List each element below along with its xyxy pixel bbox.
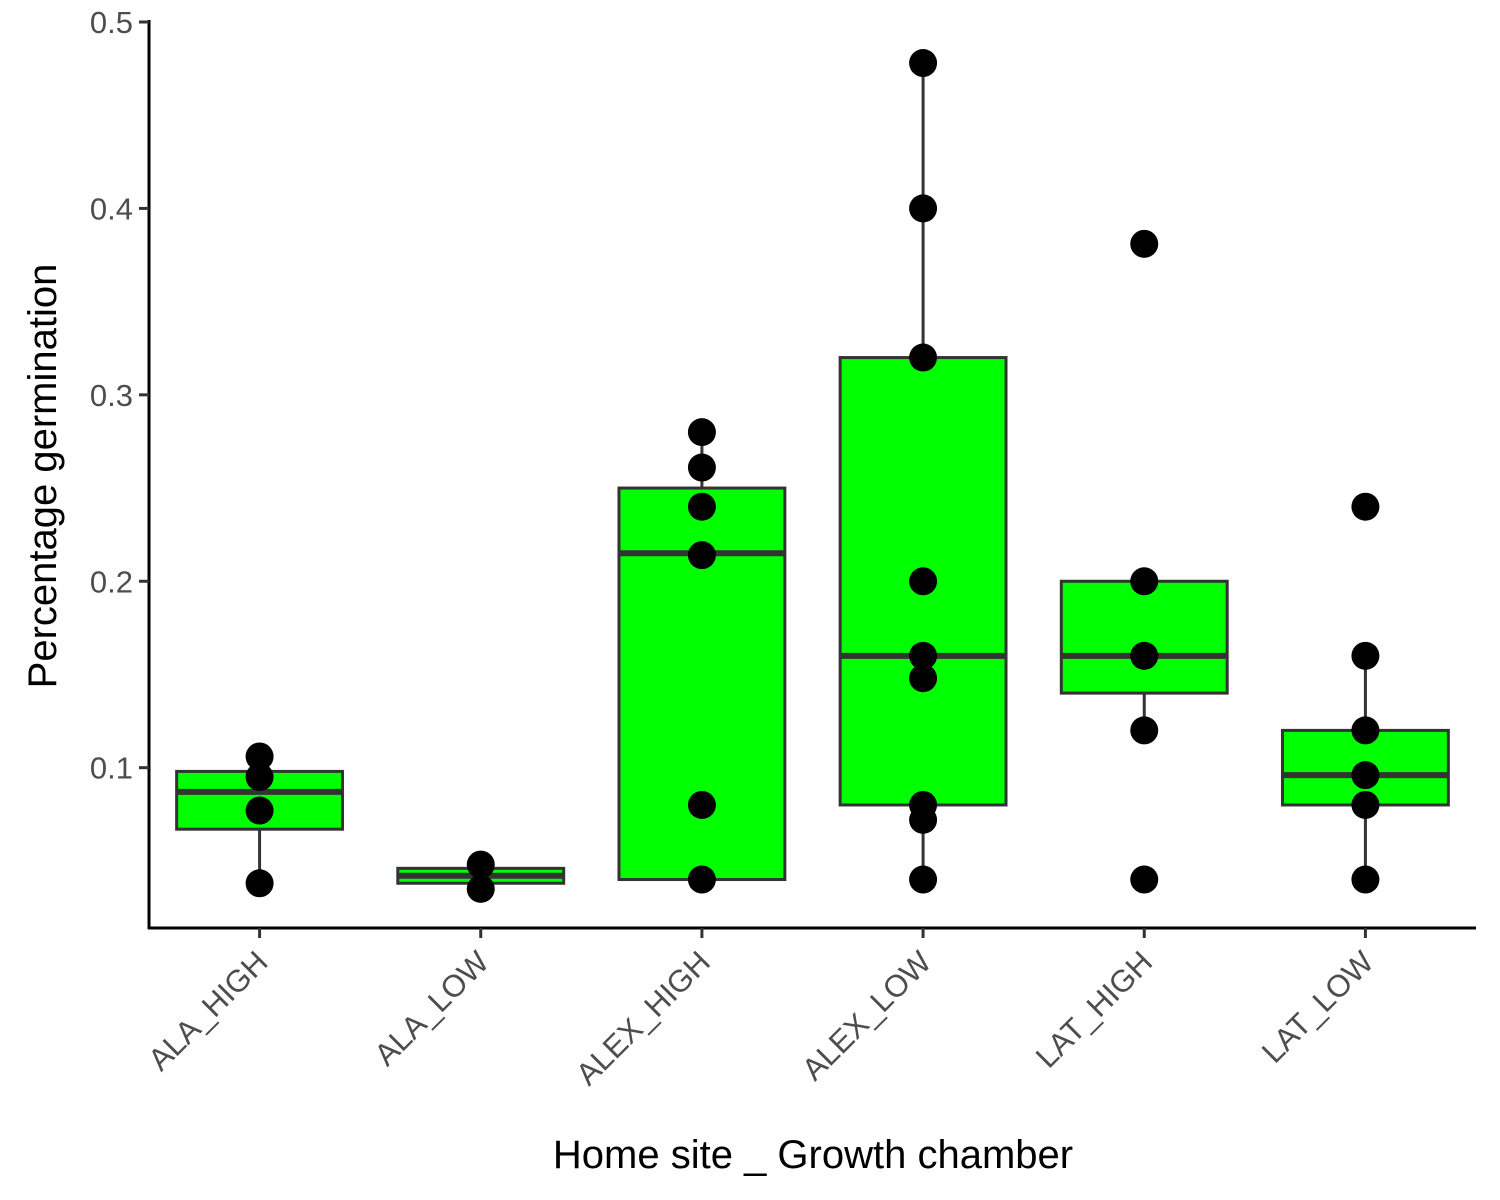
- box-lat-high: [1059, 579, 1229, 695]
- data-point-alex-low: [909, 343, 938, 372]
- data-point-lat-low: [1351, 641, 1380, 670]
- data-point-alex-high: [687, 790, 716, 819]
- data-point-alex-low: [909, 49, 938, 78]
- data-point-ala-high: [245, 796, 274, 825]
- data-point-alex-high: [687, 541, 716, 570]
- data-point-alex-low: [909, 641, 938, 670]
- data-point-lat-low: [1351, 492, 1380, 521]
- data-point-ala-low: [466, 850, 495, 879]
- data-point-alex-high: [687, 865, 716, 894]
- data-point-alex-low: [909, 664, 938, 693]
- y-tick-label: 0.2: [90, 564, 133, 599]
- y-tick-label: 0.1: [90, 751, 133, 786]
- data-point-lat-low: [1351, 761, 1380, 790]
- data-point-alex-low: [909, 865, 938, 894]
- data-point-lat-low: [1351, 716, 1380, 745]
- data-point-lat-high: [1130, 641, 1159, 670]
- data-point-lat-high: [1130, 716, 1159, 745]
- data-point-lat-high: [1130, 567, 1159, 596]
- x-tick-label: LAT_LOW: [1255, 944, 1381, 1070]
- data-point-ala-high: [245, 742, 274, 771]
- plot-area: [175, 49, 1450, 903]
- data-point-alex-low: [909, 567, 938, 596]
- y-tick-label: 0.5: [90, 5, 133, 40]
- data-point-alex-low: [909, 194, 938, 223]
- y-axis-title: Percentage germination: [21, 264, 65, 689]
- y-tick-label: 0.3: [90, 378, 133, 413]
- data-point-ala-high: [245, 763, 274, 791]
- x-tick-label: LAT_HIGH: [1029, 944, 1159, 1074]
- data-point-alex-high: [687, 492, 716, 521]
- x-tick-label: ALA_HIGH: [141, 944, 274, 1077]
- data-point-lat-high: [1130, 229, 1159, 258]
- data-point-lat-high: [1130, 865, 1159, 894]
- x-tick-label: ALEX_HIGH: [569, 944, 717, 1092]
- data-point-ala-low: [466, 874, 495, 903]
- data-point-alex-high: [687, 418, 716, 447]
- data-point-lat-low: [1351, 790, 1380, 819]
- x-axis-title: Home site _ Growth chamber: [553, 1133, 1073, 1177]
- x-tick-label: ALEX_LOW: [795, 944, 938, 1087]
- data-point-alex-high: [687, 453, 716, 482]
- x-tick-label: ALA_LOW: [367, 944, 496, 1073]
- data-point-alex-low: [909, 790, 938, 819]
- data-point-lat-low: [1351, 865, 1380, 894]
- data-point-ala-high: [245, 869, 274, 898]
- y-tick-label: 0.4: [90, 191, 133, 226]
